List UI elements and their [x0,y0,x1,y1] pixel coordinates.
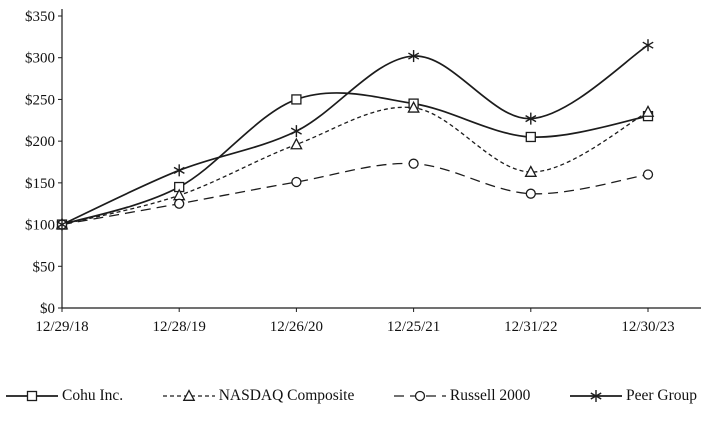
legend-marker-asterisk [590,390,602,402]
series-line-nasdaq-composite [61,106,649,226]
marker-asterisk [290,125,302,138]
marker-triangle [524,165,538,177]
marker-square [291,94,302,105]
marker-asterisk [408,50,420,63]
legend-marker-triangle [182,389,195,401]
x-axis-tick-label: 12/28/19 [153,319,206,335]
legend-item-nasdaq-composite: NASDAQ Composite [162,387,355,405]
legend-key-square-solid-line [6,390,58,402]
series-markers-peer-group [56,39,654,231]
legend-key-triangle-dotted-line [162,389,215,401]
y-axis-tick-label: $100 [25,218,55,234]
marker-asterisk [525,112,537,125]
marker-triangle [641,105,655,117]
legend-key-asterisk-solid-line [569,390,622,402]
marker-circle [408,158,419,169]
marker-square [525,131,536,143]
marker-triangle [407,100,420,113]
legend-label: Russell 2000 [449,387,531,404]
legend-label: Peer Group [625,387,697,404]
marker-circle [174,198,185,209]
marker-asterisk [173,164,185,177]
y-axis-tick-label: $350 [25,9,55,25]
chart-legend: Cohu Inc. NASDAQ Composite Russell 2000 Pee… [0,357,711,405]
x-axis-tick-label: 12/30/23 [621,319,674,335]
marker-triangle [290,137,303,150]
x-axis-tick-label: 12/26/20 [270,319,323,335]
x-axis-tick-label: 12/31/22 [504,319,557,335]
legend-item-russell-2000: Russell 2000 [393,387,531,405]
y-axis-tick-label: $200 [25,134,55,150]
marker-circle [291,176,302,188]
legend-key-circle-dashed-line [393,390,446,402]
series-line-russell-2000 [61,162,649,226]
x-axis-tick-label: 12/25/21 [387,319,440,335]
y-axis-tick-label: $150 [25,176,55,192]
y-axis-tick-label: $0 [40,301,55,317]
legend-item-peer-group: Peer Group [569,387,697,405]
series-markers-russell-2000 [56,158,654,230]
y-axis-tick-label: $50 [33,259,56,275]
plot-area: $0 $50 $100 $150 $200 $250 $300 $350 12/29/18 12/… [25,9,701,335]
marker-circle [525,188,536,199]
series-line-cohu-inc [61,92,649,226]
y-axis-tick-label: $250 [25,92,55,108]
legend-marker-circle [414,390,426,402]
x-axis-tick-label: 12/29/18 [35,319,88,335]
marker-asterisk [56,218,68,231]
legend-label: Cohu Inc. [62,387,124,404]
legend-item-cohu-inc: Cohu Inc. [6,387,123,405]
marker-asterisk [642,39,654,52]
y-axis-tick-label: $300 [25,51,55,67]
legend-marker-square [26,390,38,402]
marker-circle [642,169,654,180]
legend-label: NASDAQ Composite [218,387,355,404]
series-line-peer-group [61,44,649,226]
